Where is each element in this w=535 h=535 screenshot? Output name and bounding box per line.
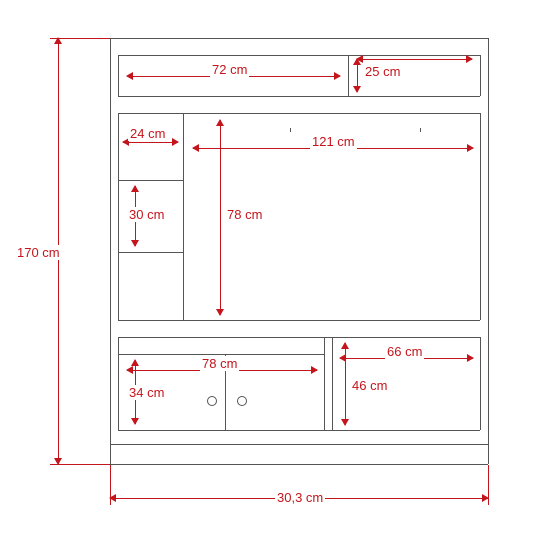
dim-lower-cab-w: 78 cm (200, 356, 239, 371)
dim-mid-panel-w: 121 cm (310, 134, 357, 149)
dim-width-overall: 30,3 cm (275, 490, 325, 505)
dim-left-cell-h: 30 cm (127, 207, 166, 222)
dim-mid-panel-h: 78 cm (225, 207, 264, 222)
dim-top-shelf-h: 25 cm (363, 64, 402, 79)
dim-height-overall: 170 cm (15, 245, 62, 260)
dim-left-col-w: 24 cm (128, 126, 167, 141)
dim-right-low-h: 46 cm (350, 378, 389, 393)
door-knob-right (237, 396, 247, 406)
dim-right-low-w: 66 cm (385, 344, 424, 359)
dim-top-shelf-w: 72 cm (210, 62, 249, 77)
dimension-diagram: 170 cm 30,3 cm 72 cm 25 cm 24 cm 30 cm 1… (0, 0, 535, 535)
door-knob-left (207, 396, 217, 406)
dim-lower-cab-h: 34 cm (127, 385, 166, 400)
